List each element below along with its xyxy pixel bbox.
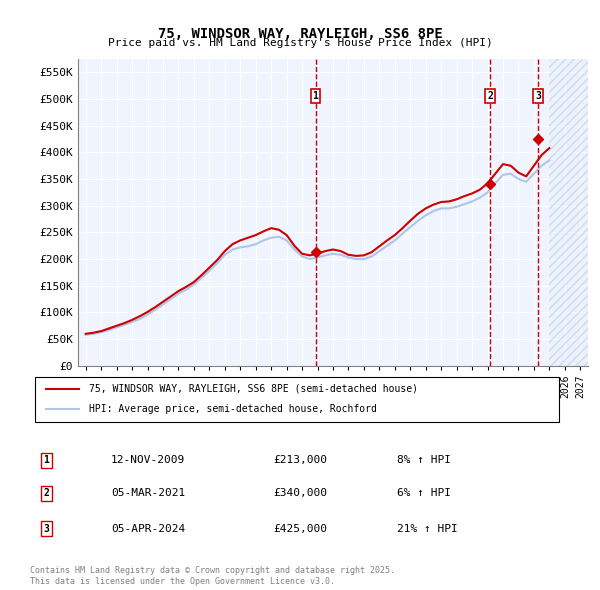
Text: 12-NOV-2009: 12-NOV-2009 xyxy=(111,455,185,465)
Text: 75, WINDSOR WAY, RAYLEIGH, SS6 8PE (semi-detached house): 75, WINDSOR WAY, RAYLEIGH, SS6 8PE (semi… xyxy=(89,384,418,394)
Text: 1: 1 xyxy=(43,455,49,465)
Text: 3: 3 xyxy=(43,524,49,533)
Text: 21% ↑ HPI: 21% ↑ HPI xyxy=(397,524,458,533)
Text: 1: 1 xyxy=(313,91,319,101)
Text: 05-APR-2024: 05-APR-2024 xyxy=(111,524,185,533)
Text: 6% ↑ HPI: 6% ↑ HPI xyxy=(397,489,451,498)
Text: HPI: Average price, semi-detached house, Rochford: HPI: Average price, semi-detached house,… xyxy=(89,404,377,414)
Text: 2: 2 xyxy=(43,489,49,498)
Bar xyxy=(550,59,588,366)
Text: Price paid vs. HM Land Registry's House Price Index (HPI): Price paid vs. HM Land Registry's House … xyxy=(107,38,493,48)
Bar xyxy=(550,59,588,366)
Text: £340,000: £340,000 xyxy=(273,489,327,498)
Text: 3: 3 xyxy=(535,91,541,101)
Bar xyxy=(550,59,588,366)
Text: 8% ↑ HPI: 8% ↑ HPI xyxy=(397,455,451,465)
Text: £425,000: £425,000 xyxy=(273,524,327,533)
Text: 75, WINDSOR WAY, RAYLEIGH, SS6 8PE: 75, WINDSOR WAY, RAYLEIGH, SS6 8PE xyxy=(158,27,442,41)
Text: 2: 2 xyxy=(487,91,493,101)
Text: 05-MAR-2021: 05-MAR-2021 xyxy=(111,489,185,498)
Text: £213,000: £213,000 xyxy=(273,455,327,465)
FancyBboxPatch shape xyxy=(35,377,559,422)
Text: Contains HM Land Registry data © Crown copyright and database right 2025.
This d: Contains HM Land Registry data © Crown c… xyxy=(30,566,395,586)
